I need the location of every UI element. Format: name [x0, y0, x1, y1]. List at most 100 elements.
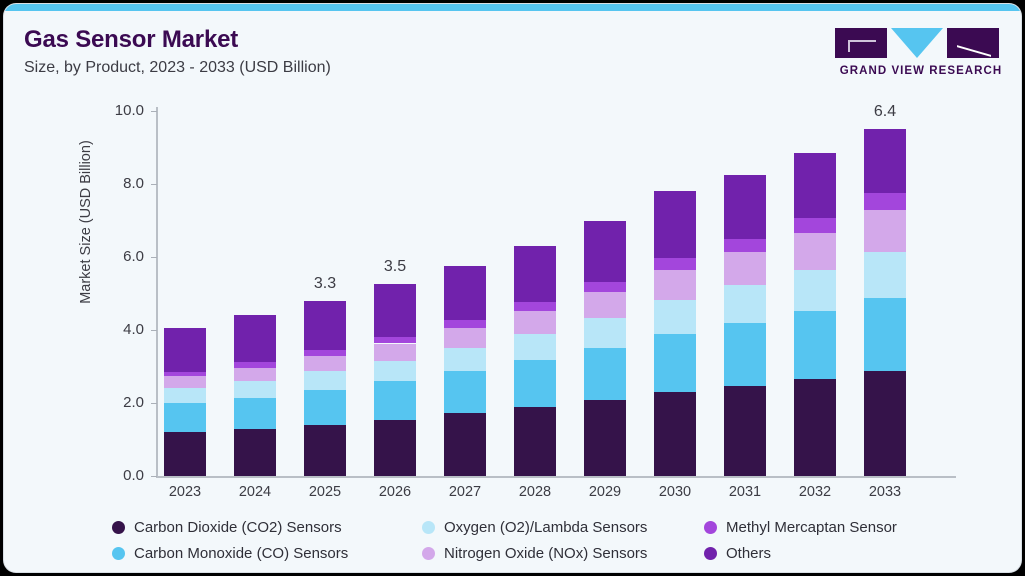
bar-segment[interactable]	[514, 311, 556, 334]
data-label: 3.5	[383, 258, 407, 276]
x-tick-label: 2027	[448, 484, 482, 500]
bar-segment[interactable]	[374, 336, 416, 344]
bar-segment[interactable]	[374, 381, 416, 420]
bar-segment[interactable]	[234, 315, 276, 363]
bar-2023[interactable]	[164, 111, 206, 476]
bar-segment[interactable]	[164, 376, 206, 389]
bar-segment[interactable]	[444, 266, 486, 320]
bar-segment[interactable]	[304, 355, 346, 372]
legend-column: Oxygen (O2)/Lambda Sensors Nitrogen Oxide…	[422, 514, 647, 566]
bar-segment[interactable]	[724, 285, 766, 323]
bar-segment[interactable]	[374, 419, 416, 476]
bar-segment[interactable]	[864, 298, 906, 372]
bar-segment[interactable]	[444, 319, 486, 328]
legend-label: Carbon Monoxide (CO) Sensors	[134, 544, 349, 562]
bar-segment[interactable]	[654, 191, 696, 259]
bar-segment[interactable]	[304, 349, 346, 356]
bar-segment[interactable]	[794, 269, 836, 312]
bar-segment[interactable]	[654, 299, 696, 334]
bar-segment[interactable]	[164, 403, 206, 433]
bar-segment[interactable]	[514, 360, 556, 408]
bar-segment[interactable]	[514, 302, 556, 312]
bar-segment[interactable]	[374, 343, 416, 361]
logo-marks	[835, 28, 1007, 60]
bar-segment[interactable]	[444, 370, 486, 414]
bar-segment[interactable]	[304, 300, 346, 350]
bar-segment[interactable]	[164, 432, 206, 476]
bar-segment[interactable]	[514, 334, 556, 361]
bar-segment[interactable]	[654, 392, 696, 476]
bar-segment[interactable]	[724, 386, 766, 476]
bar-segment[interactable]	[444, 347, 486, 371]
bar-2024[interactable]	[234, 111, 276, 476]
bar-2027[interactable]	[444, 111, 486, 476]
bar-segment[interactable]	[374, 360, 416, 382]
bar-segment[interactable]	[514, 407, 556, 476]
bar-segment[interactable]	[864, 251, 906, 299]
bar-segment[interactable]	[164, 388, 206, 404]
bar-segment[interactable]	[724, 174, 766, 239]
legend-label: Carbon Dioxide (CO2) Sensors	[134, 518, 342, 536]
bar-segment[interactable]	[304, 371, 346, 390]
bar-segment[interactable]	[794, 217, 836, 233]
bar-segment[interactable]	[164, 371, 206, 377]
legend-item[interactable]: Carbon Monoxide (CO) Sensors	[112, 540, 348, 566]
bar-segment[interactable]	[864, 371, 906, 476]
bar-segment[interactable]	[654, 269, 696, 300]
bar-segment[interactable]	[584, 399, 626, 476]
bar-segment[interactable]	[304, 424, 346, 476]
page-title: Gas Sensor Market	[24, 26, 239, 53]
bar-2031[interactable]	[724, 111, 766, 476]
bar-segment[interactable]	[164, 328, 206, 372]
logo-left-block-icon	[835, 28, 887, 58]
bar-segment[interactable]	[864, 129, 906, 194]
bar-segment[interactable]	[234, 367, 276, 382]
bar-segment[interactable]	[374, 284, 416, 337]
bar-segment[interactable]	[234, 381, 276, 398]
bar-segment[interactable]	[864, 193, 906, 211]
legend-item[interactable]: Carbon Dioxide (CO2) Sensors	[112, 514, 348, 540]
bar-2030[interactable]	[654, 111, 696, 476]
bar-segment[interactable]	[304, 389, 346, 425]
legend-swatch-icon	[422, 546, 435, 560]
bar-segment[interactable]	[234, 429, 276, 476]
bar-segment[interactable]	[584, 292, 626, 319]
bar-segment[interactable]	[584, 220, 626, 283]
y-axis-line	[156, 107, 158, 477]
bar-segment[interactable]	[794, 232, 836, 270]
bar-segment[interactable]	[794, 311, 836, 380]
bar-segment[interactable]	[794, 379, 836, 476]
bar-segment[interactable]	[654, 333, 696, 393]
bar-segment[interactable]	[584, 282, 626, 293]
bar-segment[interactable]	[234, 397, 276, 430]
bar-segment[interactable]	[724, 238, 766, 252]
y-tick-label: 10.0	[114, 102, 144, 119]
legend-item[interactable]: Others	[704, 540, 897, 566]
bar-segment[interactable]	[584, 347, 626, 400]
bar-2032[interactable]	[794, 111, 836, 476]
legend-label: Nitrogen Oxide (NOx) Sensors	[444, 544, 648, 562]
y-tick-mark	[151, 403, 157, 404]
bar-2029[interactable]	[584, 111, 626, 476]
bar-segment[interactable]	[654, 258, 696, 270]
bar-2026[interactable]	[374, 111, 416, 476]
legend-column: Carbon Dioxide (CO2) Sensors Carbon Monox…	[112, 514, 348, 566]
stacked-bar-chart: Market Size (USD Billion) 0.0 2.0 4.0 6.0 8.…	[4, 4, 1021, 572]
bar-segment[interactable]	[724, 251, 766, 286]
legend-item[interactable]: Methyl Mercaptan Sensor	[704, 514, 897, 540]
bar-segment[interactable]	[444, 413, 486, 476]
bar-segment[interactable]	[514, 246, 556, 303]
legend-item[interactable]: Oxygen (O2)/Lambda Sensors	[422, 514, 647, 540]
bar-segment[interactable]	[864, 210, 906, 252]
bar-2028[interactable]	[514, 111, 556, 476]
x-tick-label: 2024	[238, 484, 272, 500]
bar-segment[interactable]	[724, 322, 766, 387]
bar-segment[interactable]	[584, 318, 626, 348]
bar-segment[interactable]	[444, 327, 486, 348]
bar-2025[interactable]	[304, 111, 346, 476]
bar-segment[interactable]	[794, 152, 836, 218]
bar-2033[interactable]	[864, 111, 906, 476]
y-axis-title: Market Size (USD Billion)	[78, 140, 94, 304]
bar-segment[interactable]	[234, 362, 276, 368]
legend-item[interactable]: Nitrogen Oxide (NOx) Sensors	[422, 540, 647, 566]
